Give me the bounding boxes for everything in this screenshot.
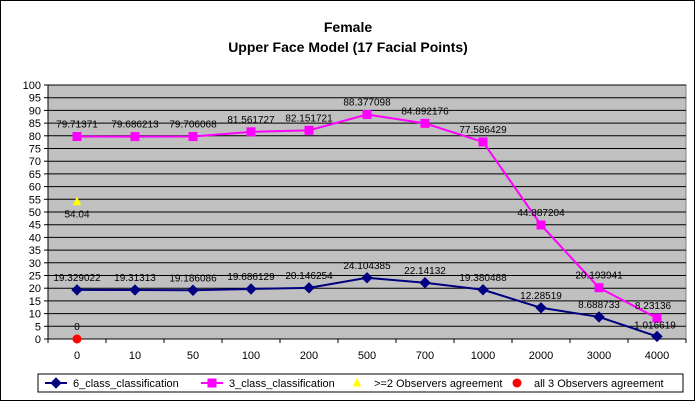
y-tick-label: 25 — [29, 271, 41, 283]
series-0-point — [129, 284, 141, 296]
series-1-point — [188, 132, 198, 142]
data-label: 44.887204 — [517, 208, 565, 219]
series-2-point — [72, 196, 82, 206]
data-label: 81.561727 — [227, 115, 275, 126]
legend-item: >=2 Observers agreement — [352, 377, 502, 390]
series-1-point — [130, 132, 140, 142]
series-1-point — [304, 125, 314, 135]
series-1-point — [362, 110, 372, 120]
data-label: 19.380488 — [459, 273, 507, 284]
series-0-point — [361, 272, 373, 284]
data-label: 54.04 — [64, 210, 89, 221]
data-label: 19.329022 — [53, 273, 101, 284]
y-tick-label: 65 — [29, 169, 41, 181]
data-label: 22.14132 — [404, 266, 446, 277]
legend-label: all 3 Observers agreement — [534, 378, 664, 390]
series-0-point — [593, 311, 605, 323]
data-label: 24.104385 — [343, 261, 391, 272]
y-tick-label: 45 — [29, 220, 41, 232]
x-tick-label: 10 — [129, 350, 141, 362]
x-tick-label: 200 — [300, 350, 318, 362]
y-tick-label: 35 — [29, 245, 41, 257]
y-tick-label: 30 — [29, 258, 41, 270]
series-1-point — [652, 313, 662, 323]
x-tick-label: 4000 — [645, 350, 669, 362]
legend-swatch-marker — [207, 378, 217, 388]
data-label: 19.186086 — [169, 273, 217, 284]
legend-item: 3_class_classification — [201, 378, 335, 390]
y-tick-label: 90 — [29, 105, 41, 117]
x-tick-label: 0 — [74, 350, 80, 362]
y-tick-label: 10 — [29, 309, 41, 321]
y-tick-label: 50 — [29, 207, 41, 219]
series-0-point — [419, 277, 431, 289]
y-tick-label: 5 — [35, 321, 41, 333]
series-1-point — [536, 220, 546, 230]
legend-swatch-marker — [352, 377, 362, 387]
series-0-point — [303, 282, 315, 294]
series-1-point — [478, 137, 488, 147]
data-label: 8.23136 — [635, 301, 672, 312]
x-tick-label: 100 — [242, 350, 260, 362]
series-0-point — [187, 284, 199, 296]
y-tick-label: 55 — [29, 194, 41, 206]
x-tick-label: 2000 — [529, 350, 553, 362]
data-label: 77.586429 — [459, 125, 507, 136]
series-1-point — [420, 118, 430, 128]
data-label: 79.71371 — [56, 120, 98, 131]
x-tick-label: 50 — [187, 350, 199, 362]
series-1-point — [594, 283, 604, 293]
series-1-point — [246, 127, 256, 137]
legend-box — [37, 373, 684, 393]
data-label: 20.146254 — [285, 271, 333, 282]
series-0-point — [651, 330, 663, 343]
data-label: 19.686129 — [227, 272, 275, 283]
data-label: 12.28519 — [520, 291, 562, 302]
x-tick-label: 500 — [358, 350, 376, 362]
x-tick-label: 3000 — [587, 350, 611, 362]
legend-item: all 3 Observers agreement — [512, 378, 664, 390]
data-label: 88.377098 — [343, 98, 391, 109]
y-tick-label: 40 — [29, 232, 41, 244]
legend-item: 6_class_classification — [45, 377, 179, 390]
legend-label: >=2 Observers agreement — [374, 378, 502, 390]
data-label: 19.31313 — [114, 273, 156, 284]
data-label: 1.016619 — [634, 320, 676, 331]
data-label: 84.892176 — [401, 106, 449, 117]
y-tick-label: 60 — [29, 182, 41, 194]
legend-label: 3_class_classification — [229, 378, 335, 390]
series-1-point — [72, 132, 82, 142]
y-tick-label: 95 — [29, 93, 41, 105]
chart-subtitle: Upper Face Model (17 Facial Points) — [228, 39, 468, 55]
series-3-point — [72, 334, 82, 344]
y-tick-label: 85 — [29, 118, 41, 130]
y-tick-label: 80 — [29, 131, 41, 143]
data-label: 8.688733 — [578, 300, 620, 311]
series-0-point — [535, 302, 547, 314]
series-0-point — [71, 284, 83, 296]
y-tick-label: 20 — [29, 283, 41, 295]
legend-label: 6_class_classification — [73, 378, 179, 390]
data-label: 0 — [74, 322, 80, 333]
y-tick-label: 70 — [29, 156, 41, 168]
x-tick-label: 700 — [416, 350, 434, 362]
y-tick-label: 100 — [23, 80, 41, 92]
series-0-point — [245, 283, 257, 295]
data-label: 79.706068 — [169, 120, 217, 131]
x-tick-label: 1000 — [471, 350, 495, 362]
legend: 6_class_classification 3_class_classifica… — [37, 373, 684, 393]
data-label: 79.686213 — [111, 120, 159, 131]
y-tick-label: 75 — [29, 144, 41, 156]
legend-swatch-marker — [512, 378, 522, 388]
series-0-point — [477, 284, 489, 296]
y-tick-label: 0 — [35, 334, 41, 346]
legend-swatch-marker — [50, 377, 62, 389]
y-tick-label: 15 — [29, 296, 41, 308]
plot-area: 0510152025303540455055606570758085909510… — [23, 80, 687, 362]
chart-title: Female — [324, 19, 372, 35]
data-label: 20.193941 — [575, 271, 623, 282]
data-label: 82.151721 — [285, 113, 333, 124]
